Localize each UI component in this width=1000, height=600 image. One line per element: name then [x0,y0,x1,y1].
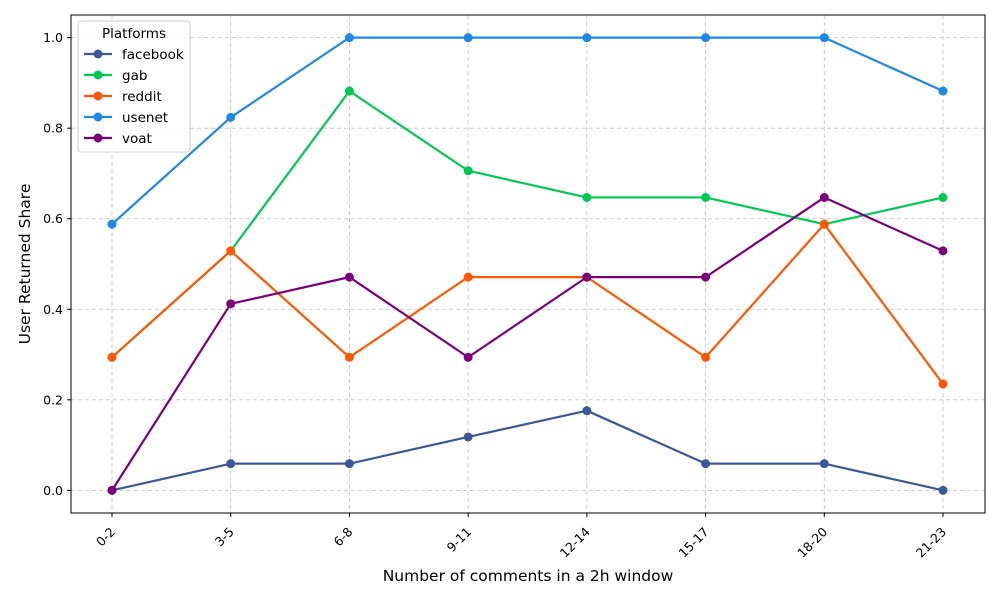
y-tick-label: 0.8 [43,121,63,136]
data-point-facebook [463,432,473,442]
series-line-reddit [111,223,944,385]
y-axis: 0.0 0.2 0.4 0.6 0.8 1.0 [43,30,71,498]
data-point-facebook [819,459,829,469]
data-point-reddit [107,352,117,362]
legend-marker [93,49,103,59]
data-point-gab [344,86,354,96]
y-tick-label: 0.0 [43,483,63,498]
legend-item-gab: gab [84,68,147,84]
data-point-gab [582,192,592,202]
data-point-usenet [344,33,354,43]
data-point-voat [226,299,236,309]
y-tick-label: 0.6 [43,211,63,226]
data-point-reddit [819,219,829,229]
legend-label: reddit [122,89,162,105]
series-voat [107,192,948,495]
data-point-reddit [226,246,236,256]
data-point-facebook [582,406,592,416]
legend-marker [93,70,103,80]
series-reddit [107,219,948,389]
series-line-voat [111,196,944,491]
legend-marker [93,133,103,143]
legend-item-voat: voat [84,131,152,147]
data-point-voat [344,272,354,282]
legend-title: Platforms [102,26,166,42]
data-point-usenet [582,33,592,43]
data-point-gab [463,166,473,176]
data-point-reddit [701,352,711,362]
legend-label: usenet [122,110,168,126]
series-line-usenet [111,36,944,225]
x-axis-label: Number of comments in a 2h window [383,567,674,585]
grid [71,15,985,513]
legend-item-facebook: facebook [84,47,184,63]
data-point-usenet [226,112,236,122]
data-point-reddit [938,379,948,389]
y-axis-label: User Returned Share [16,184,34,345]
y-tick-label: 1.0 [43,30,63,45]
data-point-gab [938,192,948,202]
legend-label: voat [122,131,152,147]
data-point-facebook [701,459,711,469]
y-tick-label: 0.4 [43,302,63,317]
data-point-facebook [938,485,948,495]
data-point-facebook [226,459,236,469]
series-line-gab [111,89,944,359]
data-point-usenet [938,86,948,96]
data-point-gab [701,192,711,202]
legend-item-reddit: reddit [84,89,162,105]
legend: Platforms facebook gab reddit usenet voat [77,20,191,153]
series-line-facebook [111,409,944,492]
legend-label: facebook [122,47,184,63]
legend-label: gab [122,68,147,84]
data-point-voat [701,272,711,282]
legend-item-usenet: usenet [84,110,168,126]
data-point-usenet [107,219,117,229]
data-point-voat [463,352,473,362]
data-point-usenet [701,33,711,43]
data-point-usenet [819,33,829,43]
data-point-voat [107,485,117,495]
y-tick-label: 0.2 [43,392,63,407]
data-point-reddit [344,352,354,362]
plot-frame [70,14,986,514]
series-usenet [107,33,948,229]
legend-marker [93,112,103,122]
series-group [107,33,948,495]
data-point-voat [819,192,829,202]
data-point-facebook [344,459,354,469]
legend-marker [93,91,103,101]
data-point-voat [938,246,948,256]
data-point-voat [582,272,592,282]
data-point-usenet [463,33,473,43]
data-point-reddit [463,272,473,282]
